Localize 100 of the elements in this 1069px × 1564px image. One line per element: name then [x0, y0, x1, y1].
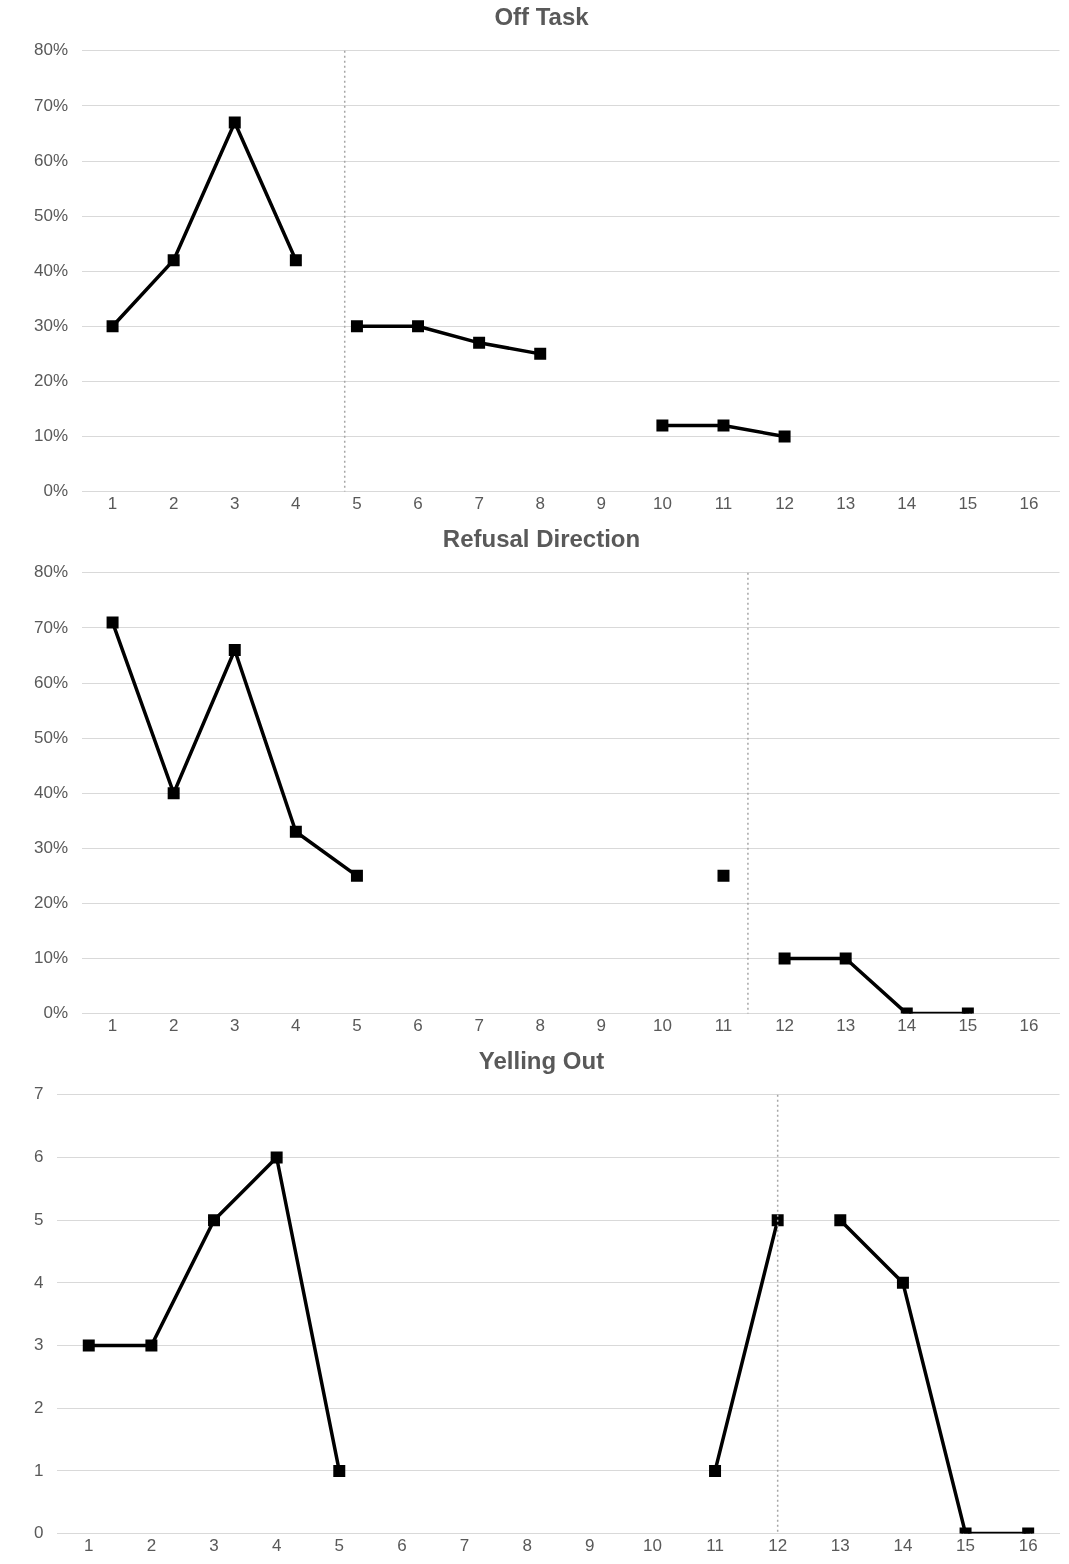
point [106, 320, 119, 333]
point [289, 825, 302, 838]
x-tick-label: 10 [652, 1016, 672, 1036]
x-tick-label: 7 [459, 1536, 470, 1556]
x-tick-label: 4 [271, 1536, 282, 1556]
point [145, 1339, 158, 1352]
x-tick-label: 6 [413, 1016, 423, 1036]
point [167, 787, 180, 800]
x-tick-label: 6 [397, 1536, 407, 1556]
point [228, 643, 241, 656]
point [289, 254, 302, 267]
y-tick-label: 70% [33, 617, 69, 637]
x-tick-label: 1 [107, 494, 118, 514]
x-tick-label: 9 [596, 494, 607, 514]
point [717, 869, 730, 882]
x-tick-label: 8 [535, 494, 545, 514]
x-tick-label: 14 [893, 1536, 913, 1556]
point [350, 320, 363, 333]
x-tick-label: 13 [836, 1016, 856, 1036]
y-tick-label: 40% [33, 260, 69, 280]
y-tick-label: 2 [33, 1397, 44, 1417]
x-tick-label: 14 [897, 1016, 917, 1036]
x-tick-label: 11 [714, 1016, 733, 1036]
point [167, 254, 180, 267]
x-tick-label: 13 [830, 1536, 850, 1556]
y-tick-label: 80% [33, 40, 69, 60]
y-tick-label: 30% [33, 837, 69, 857]
x-tick-label: 12 [775, 1016, 795, 1036]
point [473, 336, 486, 349]
point [778, 430, 791, 443]
point [717, 419, 730, 432]
y-tick-label: 50% [33, 205, 69, 225]
x-tick-label: 15 [958, 1016, 978, 1036]
x-tick-label: 15 [956, 1536, 976, 1556]
point [534, 347, 547, 360]
chart-title: Yelling Out [478, 1047, 605, 1075]
y-tick-label: 70% [33, 95, 69, 115]
chart-title: Refusal Direction [442, 525, 641, 553]
x-tick-label: 16 [1018, 1536, 1038, 1556]
x-tick-label: 12 [775, 494, 795, 514]
x-tick-label: 5 [334, 1536, 345, 1556]
y-tick-label: 10% [33, 426, 69, 446]
x-tick-label: 11 [714, 494, 733, 514]
chart-title: Off Task [494, 3, 590, 31]
point [270, 1151, 283, 1164]
y-tick-label: 60% [33, 150, 69, 170]
x-tick-label: 2 [146, 1536, 157, 1556]
x-tick-label: 6 [413, 494, 423, 514]
x-tick-label: 2 [168, 494, 179, 514]
x-tick-label: 12 [768, 1536, 788, 1556]
point [709, 1464, 722, 1477]
point [350, 869, 363, 882]
y-tick-label: 80% [33, 562, 69, 582]
y-tick-label: 0% [43, 1003, 69, 1023]
y-tick-label: 30% [33, 315, 69, 335]
x-tick-label: 2 [168, 1016, 179, 1036]
point [412, 320, 425, 333]
y-tick-label: 1 [33, 1460, 44, 1480]
x-tick-label: 9 [596, 1016, 607, 1036]
x-tick-label: 15 [958, 494, 978, 514]
point [656, 419, 669, 432]
point [771, 1214, 784, 1227]
x-tick-label: 10 [642, 1536, 662, 1556]
point [106, 616, 119, 629]
x-tick-label: 16 [1019, 1016, 1039, 1036]
point [839, 952, 852, 965]
y-tick-label: 20% [33, 371, 69, 391]
y-tick-label: 5 [33, 1209, 44, 1229]
x-tick-label: 4 [291, 1016, 301, 1036]
x-tick-label: 9 [585, 1536, 595, 1556]
point [333, 1464, 346, 1477]
y-tick-label: 7 [33, 1084, 44, 1104]
point [82, 1339, 95, 1352]
y-tick-label: 60% [33, 672, 69, 692]
x-tick-label: 7 [474, 1016, 484, 1036]
x-tick-label: 3 [230, 494, 240, 514]
x-tick-label: 7 [474, 494, 484, 514]
x-tick-label: 1 [84, 1536, 94, 1556]
point [896, 1276, 909, 1289]
x-tick-label: 1 [107, 1016, 118, 1036]
y-tick-label: 6 [33, 1147, 44, 1167]
x-tick-label: 8 [535, 1016, 545, 1036]
y-tick-label: 10% [33, 948, 69, 968]
y-tick-label: 4 [33, 1272, 44, 1292]
y-tick-label: 0% [43, 481, 69, 501]
y-tick-label: 0 [33, 1523, 44, 1543]
y-tick-label: 3 [33, 1335, 44, 1355]
x-tick-label: 4 [291, 494, 301, 514]
point [208, 1214, 221, 1227]
point [778, 952, 791, 965]
x-tick-label: 3 [230, 1016, 240, 1036]
x-tick-label: 5 [352, 494, 362, 514]
y-tick-label: 20% [33, 893, 69, 913]
x-tick-label: 16 [1019, 494, 1039, 514]
x-tick-label: 14 [897, 494, 917, 514]
y-tick-label: 40% [33, 782, 69, 802]
x-tick-label: 8 [522, 1536, 532, 1556]
x-tick-label: 13 [836, 494, 856, 514]
x-tick-label: 3 [209, 1536, 219, 1556]
x-tick-label: 5 [352, 1016, 362, 1036]
